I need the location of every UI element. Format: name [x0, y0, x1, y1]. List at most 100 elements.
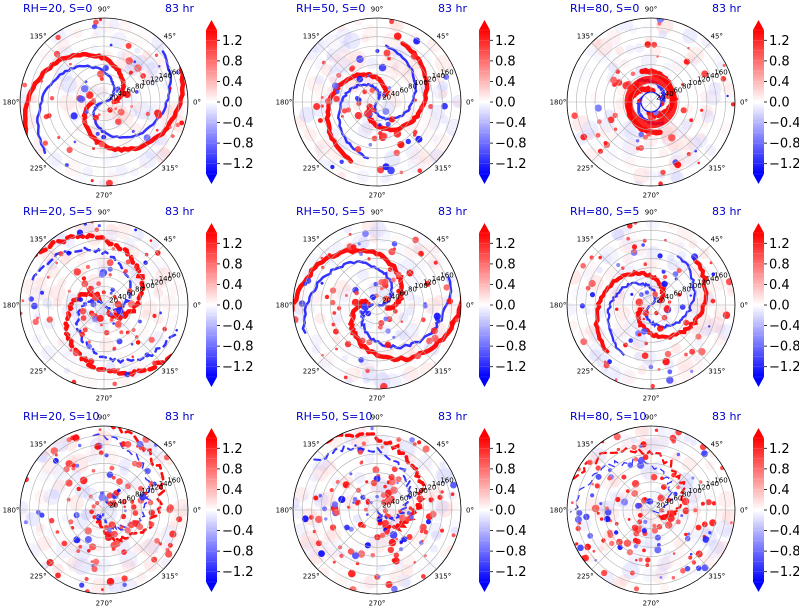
colorbar-tick-label: 0.8: [495, 462, 516, 477]
angular-tick-label: 180°: [3, 99, 20, 107]
colorbar-tick-label: −0.4: [495, 319, 527, 334]
angular-tick-label: 315°: [434, 164, 451, 172]
colorbar-extend-max: [753, 20, 764, 30]
radial-tick-label: 40: [118, 90, 127, 98]
colorbar-tick-label: 0.4: [769, 278, 790, 293]
colorbar-tick-label: −1.2: [769, 157, 799, 172]
radial-tick-label: 60: [673, 289, 682, 297]
colorbar-tick-label: 0.0: [222, 96, 243, 111]
panel-time: 83 hr: [438, 205, 467, 218]
polar-axes-frame: [292, 17, 462, 187]
colorbar-tick-label: −0.4: [222, 116, 254, 131]
angular-tick-label: 225°: [303, 164, 320, 172]
angular-tick-label: 90°: [98, 209, 110, 217]
field-heatmap: [294, 18, 461, 184]
angular-tick-label: 225°: [303, 367, 320, 375]
angular-tick-label: 180°: [276, 507, 293, 515]
radial-tick-label: 40: [665, 293, 674, 301]
angular-tick-label: 45°: [164, 236, 176, 244]
angular-tick-label: 45°: [164, 441, 176, 449]
angular-tick-label: 270°: [369, 600, 386, 608]
colorbar-tick-label: 0.0: [222, 299, 243, 314]
polar-grid: [293, 221, 461, 389]
radial-tick-label: 140: [706, 72, 719, 80]
colorbar-gradient: [479, 233, 490, 377]
angular-tick-label: 180°: [276, 99, 293, 107]
panel-title: RH=50, S=5: [296, 205, 365, 218]
angular-tick-label: 135°: [303, 236, 320, 244]
colorbar-tick-label: 0.8: [769, 54, 790, 69]
radial-tick-label: 160: [167, 68, 180, 76]
colorbar-tick-label: −0.8: [495, 545, 527, 560]
polar-axes-frame: [19, 220, 189, 390]
angular-tick-label: 90°: [645, 6, 657, 14]
radial-tick-label: 160: [440, 68, 453, 76]
radial-tick-label: 100: [414, 79, 427, 87]
radial-tick-label: 160: [440, 476, 453, 484]
colorbar: 1.2 0.8 0.4 0.0 −0.4 −0.8 −1.2: [753, 223, 799, 387]
colorbar-tick-label: 0.8: [222, 462, 243, 477]
colorbar-tick-label: −0.4: [769, 319, 799, 334]
panel: RH=50, S=5 83 hr 0° 45° 90° 135° 180° 225° 270° 3…: [276, 205, 527, 403]
colorbar-tick-label: 1.2: [495, 34, 516, 49]
radial-tick-label: 140: [159, 72, 172, 80]
angular-tick-label: 225°: [30, 572, 47, 580]
panel: RH=80, S=5 83 hr 0° 45° 90° 135° 180° 225° 270° 3…: [550, 205, 799, 403]
polar-grid: [293, 18, 461, 186]
polar-grid: [20, 221, 188, 389]
colorbar: 1.2 0.8 0.4 0.0 −0.4 −0.8 −1.2: [206, 223, 254, 387]
angular-tick-label: 225°: [577, 164, 594, 172]
panel-title: RH=50, S=10: [296, 410, 372, 423]
polar-axes-frame: [566, 220, 736, 390]
colorbar-extend-max: [206, 428, 217, 438]
colorbar-extend-min: [206, 174, 217, 184]
angular-tick-label: 45°: [711, 236, 723, 244]
radial-tick-label: 80: [408, 83, 417, 91]
colorbar-tick-label: 0.4: [222, 278, 243, 293]
panel-grid: RH=20, S=0 83 hr 0° 45° 90° 135° 180° 225° 270° 3…: [3, 2, 799, 608]
radial-tick-label: 20: [656, 93, 665, 101]
radial-tick-label: 80: [682, 286, 691, 294]
radial-tick-label: 20: [109, 296, 118, 304]
angular-tick-label: 0°: [193, 302, 201, 310]
angular-tick-label: 90°: [645, 414, 657, 422]
colorbar-tick-label: 1.2: [222, 237, 243, 252]
radial-tick-label: 20: [656, 296, 665, 304]
polar-grid: [20, 426, 188, 594]
angular-tick-label: 270°: [369, 395, 386, 403]
colorbar-tick-label: 1.2: [495, 442, 516, 457]
colorbar-extend-min: [206, 582, 217, 592]
angular-tick-label: 180°: [550, 99, 567, 107]
polar-grid: [20, 18, 188, 186]
panel: RH=20, S=5 83 hr 0° 45° 90° 135° 180° 225° 270° 3…: [3, 205, 254, 403]
radial-tick-label: 100: [414, 487, 427, 495]
radial-tick-label: 40: [391, 293, 400, 301]
colorbar-tick-label: 0.4: [495, 75, 516, 90]
angular-tick-label: 315°: [161, 164, 178, 172]
radial-tick-label: 20: [109, 501, 118, 509]
panel-time: 83 hr: [438, 410, 467, 423]
colorbar: 1.2 0.8 0.4 0.0 −0.4 −0.8 −1.2: [479, 223, 527, 387]
colorbar-tick-label: −1.2: [222, 565, 254, 580]
panel-time: 83 hr: [165, 205, 194, 218]
panel: RH=50, S=10 83 hr 0° 45° 90° 135° 180° 225° 270°…: [276, 410, 527, 608]
angular-tick-label: 0°: [740, 302, 748, 310]
radial-tick-label: 80: [135, 491, 144, 499]
colorbar-tick-label: 0.4: [769, 483, 790, 498]
angular-tick-label: 270°: [96, 192, 113, 200]
panel-title: RH=20, S=0: [23, 2, 92, 15]
radial-tick-label: 20: [109, 93, 118, 101]
angular-tick-label: 225°: [577, 367, 594, 375]
angular-tick-label: 315°: [708, 572, 725, 580]
angular-tick-label: 180°: [276, 302, 293, 310]
panel-title: RH=50, S=0: [296, 2, 365, 15]
radial-tick-label: 40: [391, 90, 400, 98]
radial-tick-label: 120: [697, 484, 710, 492]
colorbar-tick-label: −0.8: [495, 340, 527, 355]
radial-tick-label: 40: [665, 498, 674, 506]
angular-tick-label: 0°: [740, 99, 748, 107]
colorbar-extend-min: [479, 377, 490, 387]
polar-axes-frame: [566, 17, 736, 187]
panel: RH=80, S=0 83 hr 0° 45° 90° 135° 180° 225° 270° 3…: [550, 2, 799, 200]
angular-tick-label: 45°: [711, 441, 723, 449]
